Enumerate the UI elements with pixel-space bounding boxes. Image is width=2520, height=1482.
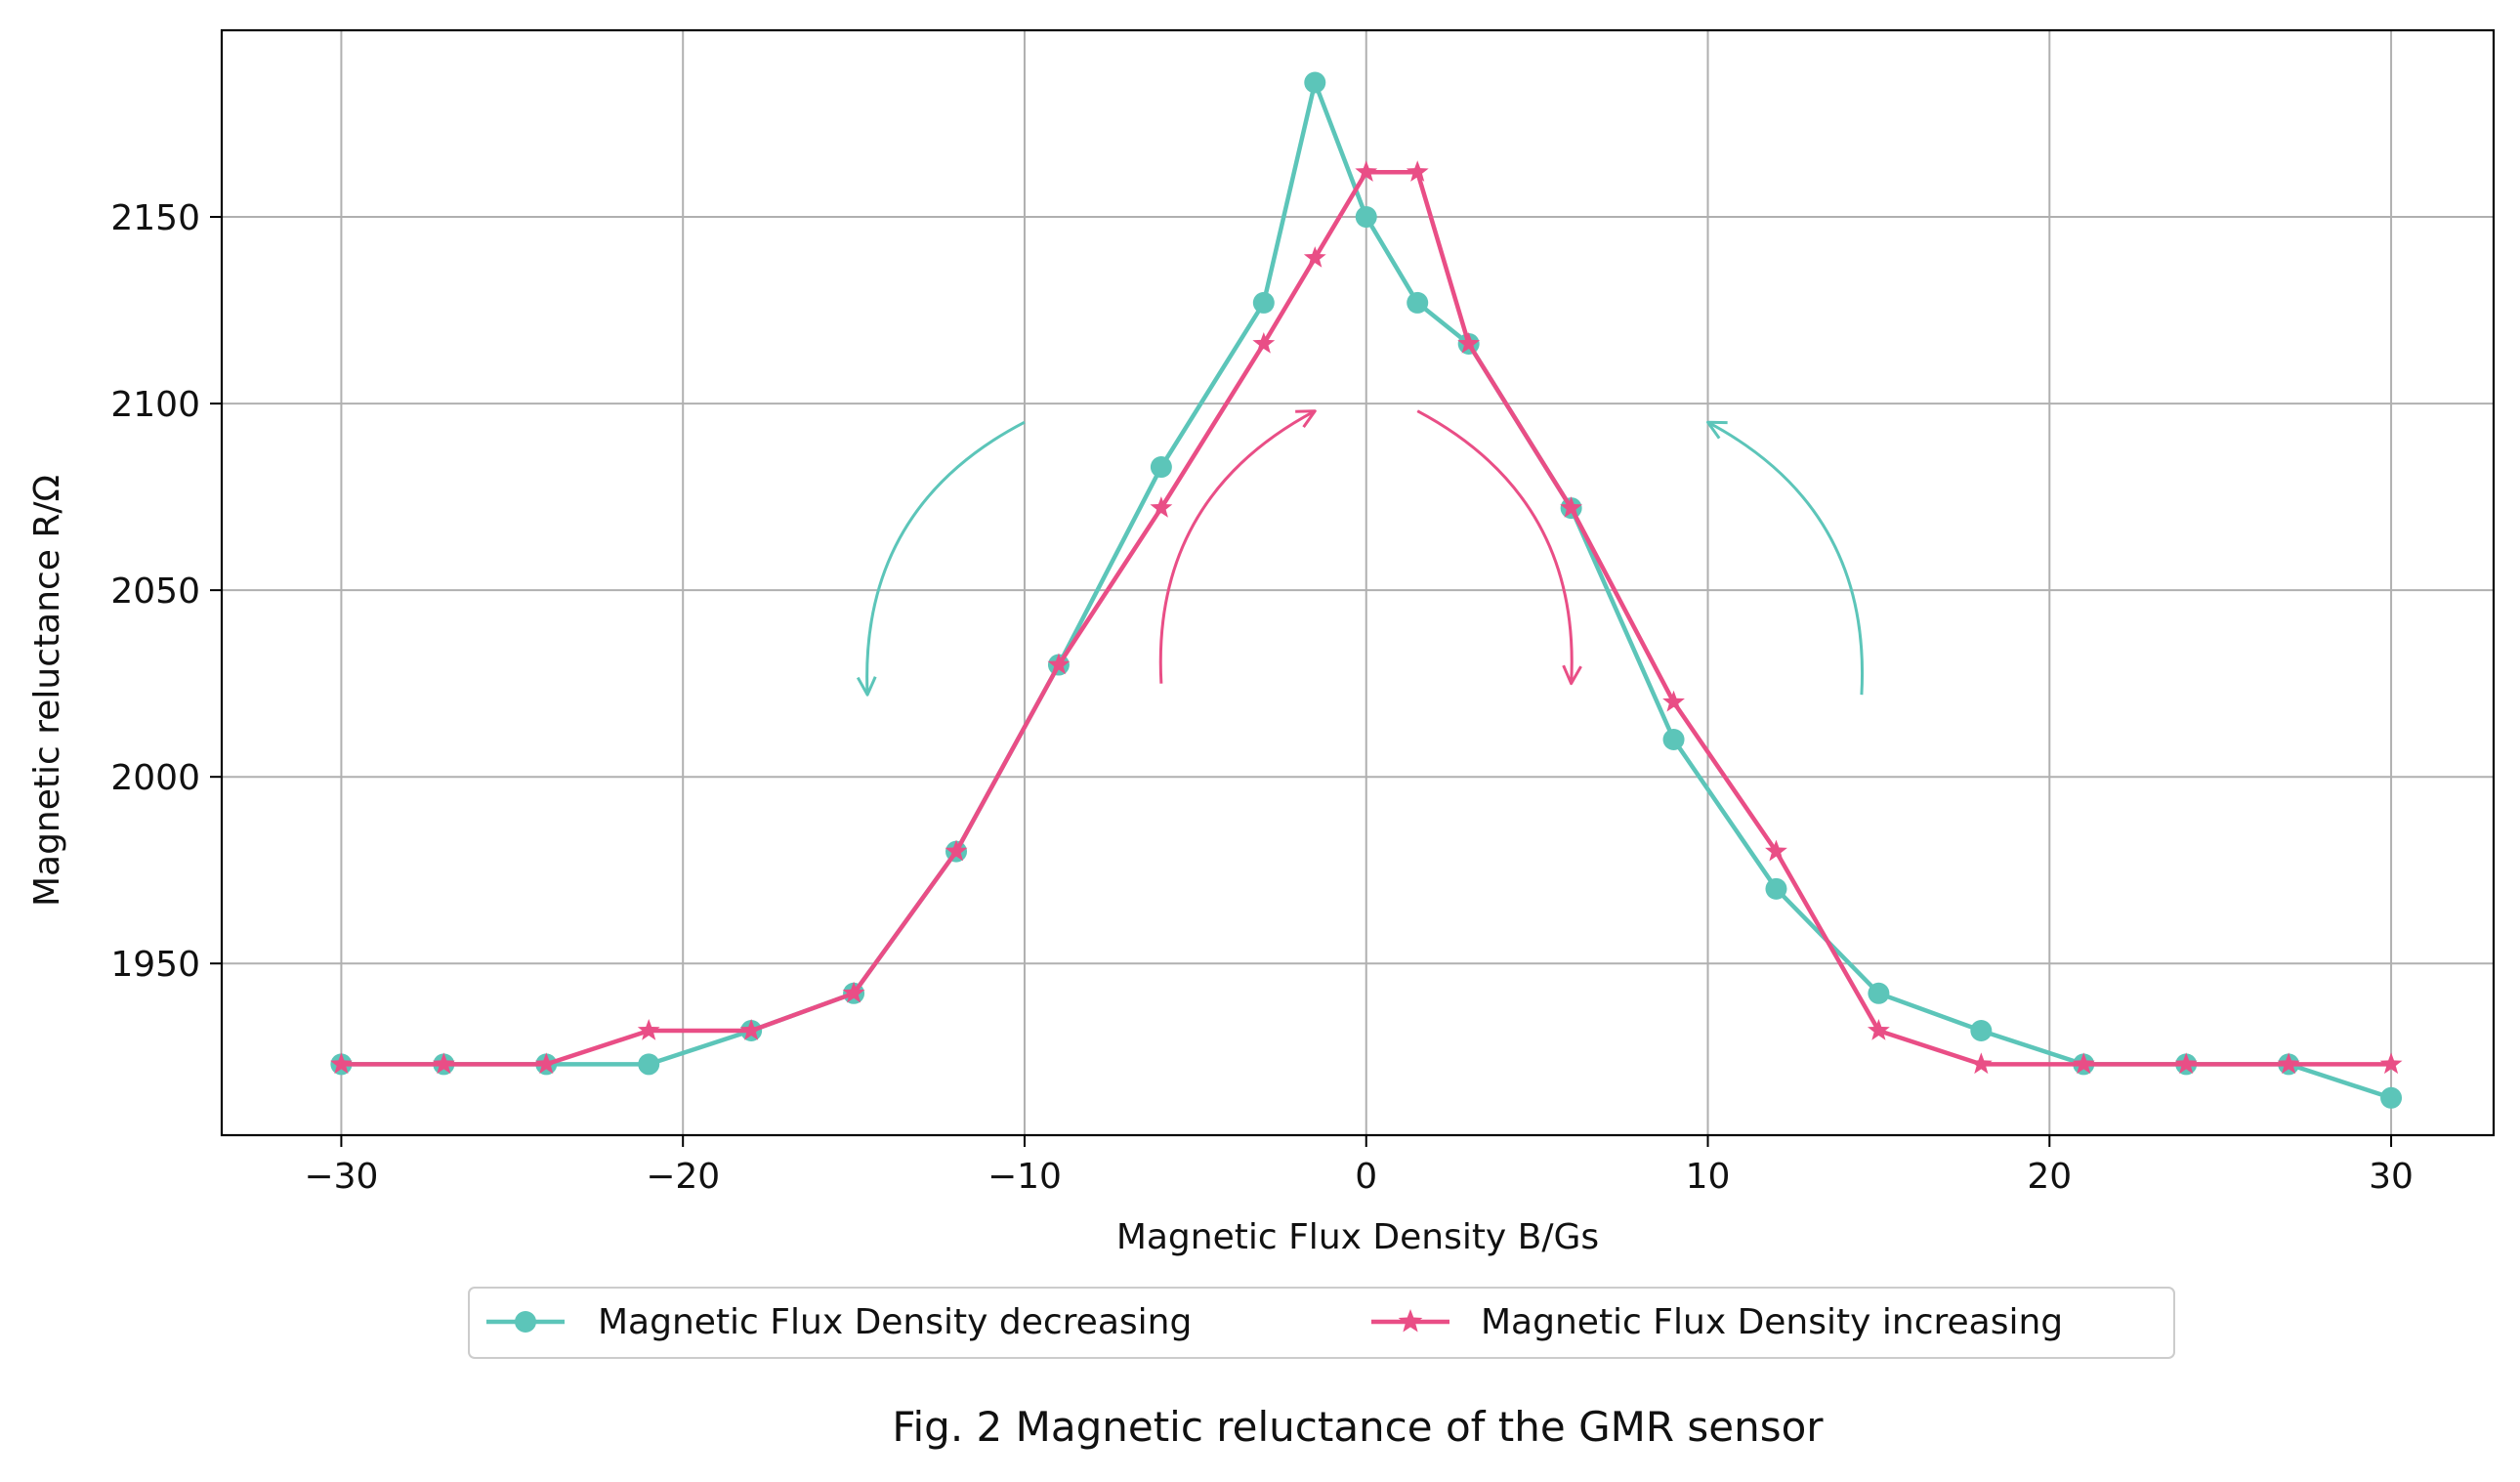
- axis-ticks: −30 −20 −10 0 10 20 30 1950 2000 2050 2100 2150: [110, 198, 2414, 1197]
- x-tick-label: −20: [646, 1157, 720, 1197]
- data-point: [739, 1019, 763, 1040]
- y-axis-label: Magnetic reluctance R/Ω: [27, 475, 67, 907]
- legend-frame: [468, 1287, 2175, 1359]
- data-point: [330, 1052, 353, 1075]
- x-axis-label: Magnetic Flux Density B/Gs: [1116, 1217, 1599, 1257]
- x-tick-label: 20: [2027, 1157, 2072, 1197]
- annotation-arrowhead: [1562, 664, 1582, 686]
- data-point: [637, 1019, 660, 1040]
- y-tick-label: 2150: [110, 198, 200, 238]
- data-point: [1252, 291, 1275, 314]
- x-tick-label: 0: [1355, 1157, 1377, 1197]
- legend-marker-increasing: [1398, 1309, 1423, 1333]
- data-point: [2277, 1052, 2300, 1075]
- data-point: [638, 1053, 660, 1076]
- data-point: [534, 1052, 558, 1075]
- data-point: [842, 981, 865, 1003]
- annotation-arrow: [1158, 409, 1316, 684]
- data-point: [1560, 496, 1583, 518]
- plot-frame: [220, 28, 2496, 1137]
- grid: [222, 30, 2494, 1135]
- data-point: [1406, 160, 1429, 182]
- data-point: [1304, 71, 1326, 94]
- series-increasing: [330, 160, 2403, 1075]
- annotation-arrows: [856, 409, 1865, 697]
- data-point: [1355, 160, 1378, 182]
- data-point: [1407, 291, 1429, 314]
- legend-marker-decreasing: [515, 1311, 536, 1333]
- annotation-arrow: [865, 420, 1026, 696]
- data-point: [2174, 1052, 2198, 1075]
- data-point: [1303, 246, 1326, 268]
- data-point: [1867, 1019, 1890, 1040]
- annotation-arrowhead: [1706, 420, 1728, 440]
- x-tick-label: 10: [1686, 1157, 1731, 1197]
- data-point: [945, 839, 968, 862]
- annotation-arrow: [1416, 409, 1574, 684]
- data-point: [2072, 1052, 2095, 1075]
- y-tick-label: 2000: [110, 758, 200, 798]
- x-tick-label: 30: [2369, 1157, 2414, 1197]
- series-layer: [330, 71, 2403, 1109]
- data-point: [1765, 839, 1787, 862]
- data-point: [1969, 1052, 1993, 1075]
- legend-label-decreasing: Magnetic Flux Density decreasing: [598, 1302, 1192, 1342]
- data-point: [1150, 456, 1172, 479]
- y-tick-label: 2100: [110, 385, 200, 425]
- x-tick-label: −10: [987, 1157, 1062, 1197]
- data-point: [1047, 653, 1071, 675]
- legend: Magnetic Flux Density decreasing Magneti…: [468, 1287, 2175, 1359]
- data-point: [1150, 496, 1173, 518]
- legend-label-increasing: Magnetic Flux Density increasing: [1481, 1302, 2063, 1342]
- data-point: [2380, 1086, 2403, 1109]
- data-point: [2379, 1052, 2403, 1075]
- data-point: [1252, 331, 1276, 354]
- y-tick-label: 1950: [110, 945, 200, 985]
- data-point: [432, 1052, 455, 1075]
- data-point: [1970, 1020, 1993, 1042]
- annotation-arrowhead: [1295, 409, 1317, 428]
- figure-caption: Fig. 2 Magnetic reluctance of the GMR se…: [892, 1403, 1824, 1451]
- x-tick-label: −30: [304, 1157, 378, 1197]
- y-tick-label: 2050: [110, 572, 200, 612]
- annotation-arrow: [1706, 420, 1865, 696]
- data-point: [1457, 331, 1481, 354]
- data-point: [1662, 728, 1685, 750]
- data-point: [1868, 982, 1890, 1004]
- data-point: [1355, 206, 1377, 229]
- data-point: [1765, 877, 1787, 900]
- annotation-arrowhead: [856, 676, 877, 697]
- data-point: [1662, 690, 1685, 712]
